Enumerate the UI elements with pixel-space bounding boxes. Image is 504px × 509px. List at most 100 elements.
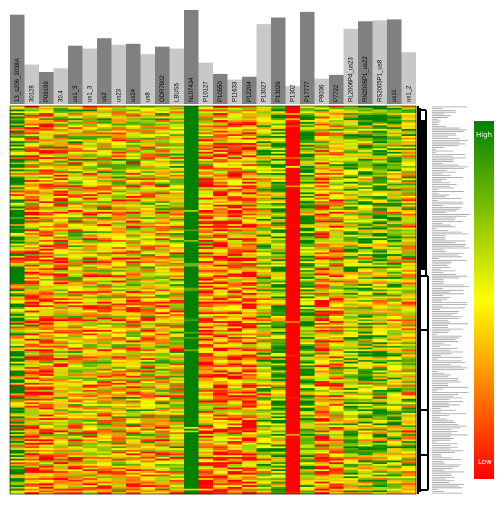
heatmap-cell xyxy=(329,400,344,403)
heatmap-cell xyxy=(155,389,170,393)
heatmap-cell xyxy=(242,109,257,112)
heatmap-cell xyxy=(184,358,199,361)
heatmap-cell xyxy=(97,349,112,352)
heatmap-cell xyxy=(82,185,98,188)
heatmap-cell xyxy=(358,222,373,225)
heatmap-cell xyxy=(285,180,301,183)
heatmap-cell xyxy=(372,120,388,123)
heatmap-cell xyxy=(140,250,156,253)
heatmap-cell xyxy=(10,174,25,177)
heatmap-cell xyxy=(358,400,373,403)
heatmap-cell xyxy=(300,374,315,377)
heatmap-cell xyxy=(126,317,141,320)
heatmap-cell xyxy=(126,232,141,236)
heatmap-cell xyxy=(227,240,243,243)
heatmap-cell xyxy=(126,381,141,384)
heatmap-cell xyxy=(227,345,243,348)
heatmap-cell xyxy=(111,114,127,117)
heatmap-cell xyxy=(24,195,40,199)
heatmap-cell xyxy=(53,368,69,371)
heatmap-cell xyxy=(372,333,388,336)
heatmap-cell xyxy=(126,162,141,165)
heatmap-cell xyxy=(140,264,156,267)
heatmap-cell xyxy=(198,345,214,348)
heatmap-cell xyxy=(343,195,359,199)
heatmap-cell xyxy=(343,217,359,220)
heatmap-cell xyxy=(10,386,25,389)
heatmap-cell xyxy=(285,211,301,214)
heatmap-cell xyxy=(140,405,156,408)
heatmap-cell xyxy=(82,363,98,366)
column-bar xyxy=(387,19,402,104)
heatmap-cell xyxy=(53,296,69,299)
heatmap-cell xyxy=(401,292,417,296)
heatmap-cell xyxy=(372,275,388,278)
heatmap-cell xyxy=(169,312,185,315)
heatmap-cell xyxy=(10,250,25,253)
heatmap-cell xyxy=(300,165,315,169)
heatmap-cell xyxy=(24,194,40,197)
heatmap-cell xyxy=(53,315,69,318)
heatmap-cell xyxy=(329,282,344,285)
heatmap-cell xyxy=(140,368,156,371)
heatmap-cell xyxy=(126,192,141,195)
heatmap-cell xyxy=(169,118,185,121)
heatmap-cell xyxy=(314,127,330,130)
heatmap-cell xyxy=(184,141,199,144)
heatmap-cell xyxy=(256,271,272,274)
heatmap-cell xyxy=(242,317,257,320)
heatmap-cell xyxy=(97,397,112,400)
heatmap-cell xyxy=(300,243,315,246)
heatmap-cell xyxy=(387,266,402,269)
heatmap-cell xyxy=(256,282,272,285)
heatmap-cell xyxy=(82,349,98,352)
heatmap-cell xyxy=(184,116,199,119)
heatmap-cell xyxy=(82,374,98,377)
heatmap-cell xyxy=(358,229,373,232)
heatmap-cell xyxy=(329,234,344,237)
heatmap-cell xyxy=(126,273,141,276)
heatmap-cell xyxy=(300,181,315,184)
heatmap-cell xyxy=(68,173,83,176)
heatmap-cell xyxy=(242,225,257,228)
heatmap-cell xyxy=(198,354,214,357)
heatmap-cell xyxy=(343,148,359,151)
heatmap-cell xyxy=(329,270,344,273)
heatmap-cell xyxy=(126,217,141,220)
heatmap-cell xyxy=(184,315,199,318)
heatmap-cell xyxy=(140,210,156,213)
heatmap-cell xyxy=(82,187,98,190)
heatmap-cell xyxy=(198,338,214,341)
heatmap-cell xyxy=(213,178,228,181)
heatmap-cell xyxy=(329,393,344,396)
heatmap-cell xyxy=(39,315,54,318)
heatmap-cell xyxy=(314,319,330,322)
heatmap-cell xyxy=(39,359,54,363)
heatmap-cell xyxy=(401,264,417,267)
heatmap-cell xyxy=(285,173,301,176)
heatmap-cell xyxy=(372,227,388,230)
heatmap-cell xyxy=(213,379,228,382)
heatmap-cell xyxy=(111,208,127,211)
heatmap-cell xyxy=(329,158,344,161)
heatmap-cell xyxy=(227,329,243,333)
heatmap-cell xyxy=(256,321,272,324)
heatmap-cell xyxy=(111,127,127,130)
heatmap-cell xyxy=(314,296,330,299)
heatmap-cell xyxy=(329,351,344,354)
heatmap-cell xyxy=(271,363,286,366)
heatmap-cell xyxy=(372,194,388,197)
heatmap-cell xyxy=(53,113,69,116)
heatmap-cell xyxy=(68,109,83,112)
heatmap-cell xyxy=(24,298,40,301)
heatmap-cell xyxy=(39,130,54,133)
heatmap-cell xyxy=(97,404,112,407)
heatmap-cell xyxy=(271,278,286,281)
heatmap-cell xyxy=(329,326,344,329)
heatmap-cell xyxy=(39,259,54,262)
heatmap-cell xyxy=(68,155,83,158)
heatmap-cell xyxy=(169,270,185,273)
heatmap-cell xyxy=(111,352,127,355)
heatmap-cell xyxy=(97,382,112,385)
heatmap-cell xyxy=(140,259,156,262)
